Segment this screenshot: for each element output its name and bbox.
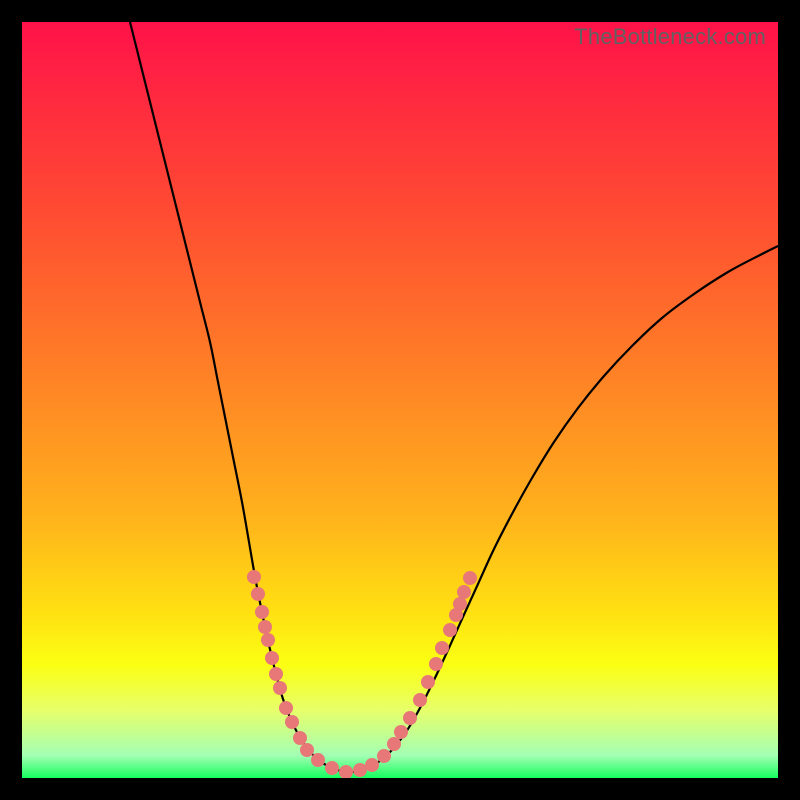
data-marker bbox=[387, 737, 401, 751]
data-marker bbox=[258, 620, 272, 634]
data-marker bbox=[457, 585, 471, 599]
data-marker bbox=[255, 605, 269, 619]
data-marker bbox=[453, 597, 467, 611]
bottleneck-plot bbox=[22, 22, 778, 778]
data-marker bbox=[413, 693, 427, 707]
data-marker bbox=[311, 753, 325, 767]
data-marker bbox=[377, 749, 391, 763]
data-marker bbox=[365, 758, 379, 772]
data-marker bbox=[265, 651, 279, 665]
data-marker bbox=[339, 765, 353, 778]
data-marker bbox=[285, 715, 299, 729]
data-marker bbox=[353, 763, 367, 777]
bottleneck-curve bbox=[130, 22, 778, 772]
data-marker bbox=[421, 675, 435, 689]
data-marker bbox=[251, 587, 265, 601]
data-marker bbox=[261, 633, 275, 647]
data-marker bbox=[403, 711, 417, 725]
data-marker bbox=[463, 571, 477, 585]
data-marker bbox=[300, 743, 314, 757]
data-marker bbox=[247, 570, 261, 584]
data-marker bbox=[273, 681, 287, 695]
data-marker bbox=[293, 731, 307, 745]
data-marker bbox=[325, 761, 339, 775]
data-marker bbox=[435, 641, 449, 655]
chart-frame: TheBottleneck.com bbox=[22, 22, 778, 778]
data-marker bbox=[269, 667, 283, 681]
data-markers bbox=[247, 570, 477, 778]
data-marker bbox=[394, 725, 408, 739]
data-marker bbox=[279, 701, 293, 715]
data-marker bbox=[429, 657, 443, 671]
data-marker bbox=[443, 623, 457, 637]
watermark-text: TheBottleneck.com bbox=[574, 24, 766, 50]
